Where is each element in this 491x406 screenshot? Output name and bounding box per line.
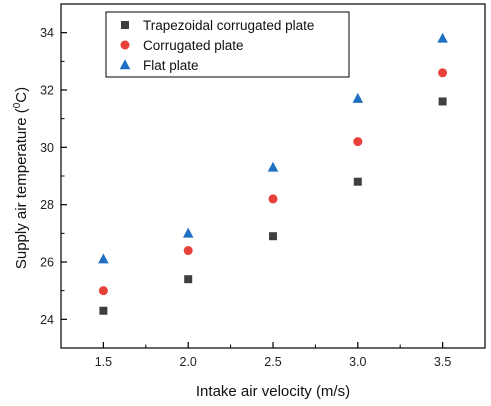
legend-label: Flat plate — [143, 58, 199, 73]
x-tick-label: 3.0 — [349, 355, 366, 369]
y-tick-label: 30 — [40, 141, 54, 155]
point-triangle — [182, 227, 194, 238]
legend-marker-square — [121, 21, 129, 29]
point-circle — [438, 68, 448, 78]
y-tick-label: 28 — [40, 198, 54, 212]
x-axis: 1.5 2.0 2.5 3.0 3.5 — [95, 342, 451, 369]
legend-label: Corrugated plate — [143, 38, 244, 53]
x-tick-label: 1.5 — [95, 355, 112, 369]
y-tick-label: 34 — [40, 26, 54, 40]
y-axis-title-unit: C) — [13, 87, 30, 103]
point-circle — [353, 137, 363, 147]
legend-marker-circle — [120, 40, 130, 50]
y-tick-label: 24 — [40, 313, 54, 327]
point-square — [269, 232, 277, 241]
point-square — [184, 275, 193, 284]
y-axis-title: Supply air temperature (0C) — [12, 87, 30, 269]
point-square — [99, 306, 108, 315]
y-axis: 24 26 28 30 32 34 — [40, 26, 67, 327]
legend: Trapezoidal corrugated plate Corrugated p… — [105, 11, 350, 78]
point-triangle — [352, 92, 364, 103]
point-triangle — [437, 32, 448, 43]
x-tick-label: 3.5 — [434, 355, 451, 369]
y-axis-title-main: Supply air temperature ( — [13, 108, 30, 269]
x-tick-label: 2.0 — [180, 355, 197, 369]
point-circle — [98, 286, 108, 296]
y-axis-title-superscript: 0 — [12, 102, 23, 108]
legend-label: Trapezoidal corrugated plate — [143, 18, 314, 33]
point-triangle — [98, 253, 109, 264]
y-tick-label: 26 — [40, 256, 54, 270]
x-tick-label: 2.5 — [264, 355, 281, 369]
point-square — [438, 97, 447, 106]
point-circle — [183, 246, 193, 256]
legend-marker-triangle — [119, 59, 131, 70]
point-triangle — [267, 161, 279, 172]
y-tick-label: 32 — [40, 84, 54, 98]
x-axis-title: Intake air velocity (m/s) — [196, 383, 350, 400]
data-points — [98, 32, 448, 315]
point-square — [353, 177, 362, 186]
legend-box — [105, 11, 350, 78]
point-circle — [268, 194, 278, 204]
